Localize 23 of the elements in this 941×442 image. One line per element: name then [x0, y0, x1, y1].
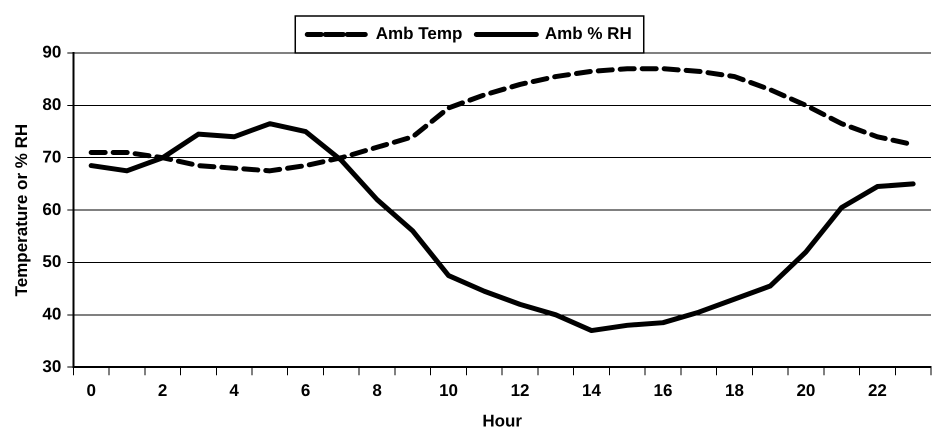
x-tick-label: 8	[372, 381, 382, 400]
y-axis-title: Temperature or % RH	[12, 124, 31, 296]
x-axis-title: Hour	[482, 411, 522, 430]
y-tick-label: 40	[42, 304, 62, 324]
x-tick-label: 20	[796, 381, 816, 400]
y-tick-label: 50	[42, 252, 62, 272]
y-tick-label: 60	[42, 200, 62, 219]
y-tick-label: 80	[42, 95, 62, 114]
x-tick-label: 10	[439, 381, 458, 400]
x-tick-label: 22	[868, 381, 887, 400]
x-tick-label: 4	[229, 381, 240, 400]
x-tick-label: 16	[654, 381, 672, 400]
legend-label: Amb Temp	[376, 24, 462, 44]
x-tick-label: 2	[158, 381, 168, 400]
x-tick-label: 12	[510, 381, 530, 400]
x-tick-label: 6	[300, 381, 310, 400]
x-tick-label: 0	[86, 381, 96, 400]
x-tick-label: 14	[582, 381, 602, 400]
x-tick-label: 18	[724, 381, 744, 400]
y-tick-label: 30	[42, 356, 62, 376]
y-tick-label: 70	[42, 147, 62, 166]
legend-label: Amb % RH	[544, 24, 632, 44]
y-tick-label: 90	[42, 42, 62, 62]
